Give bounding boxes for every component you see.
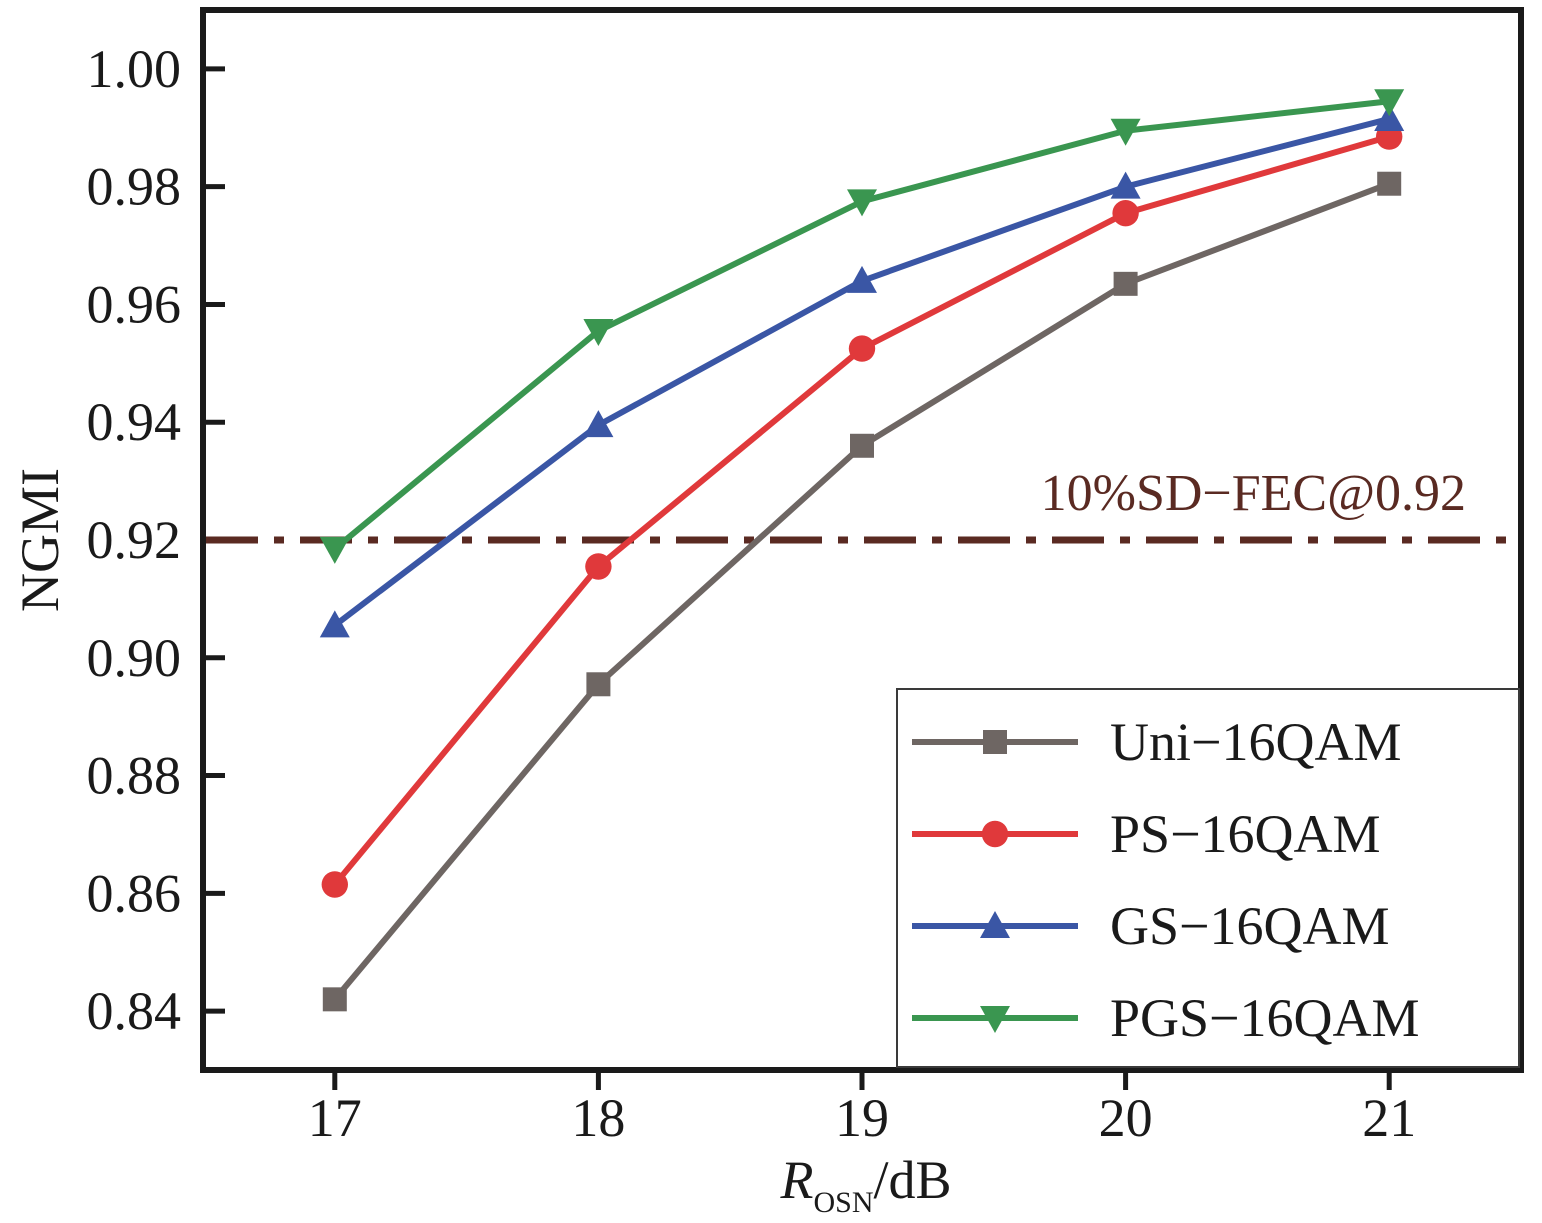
data-point <box>1377 171 1402 196</box>
legend-item: PS−16QAM <box>912 804 1381 864</box>
series-triangle-up <box>319 103 1405 638</box>
data-point <box>319 536 350 564</box>
y-axis-title: NGMI <box>10 468 70 612</box>
y-tick-label: 0.92 <box>87 510 182 570</box>
data-point <box>319 610 350 638</box>
data-point <box>322 987 347 1012</box>
threshold-group: 10%SD−FEC@0.92 <box>206 465 1518 544</box>
x-tick-label: 21 <box>1362 1088 1416 1148</box>
data-point <box>1110 118 1141 146</box>
y-tick-label: 0.84 <box>87 981 182 1041</box>
data-point <box>850 433 874 458</box>
y-tick-label: 0.86 <box>87 863 182 923</box>
series-circle <box>321 123 1403 898</box>
x-axis-title-main: R <box>779 1150 813 1210</box>
y-tick-label: 0.90 <box>87 628 182 688</box>
data-point <box>981 820 1009 848</box>
x-axis-title-sub: OSN <box>813 1186 873 1219</box>
y-tick-label: 0.98 <box>87 157 182 217</box>
data-point <box>583 410 614 438</box>
legend-item: GS−16QAM <box>912 896 1390 956</box>
x-axis-ticks: 17 18 19 20 21 <box>308 1070 1416 1148</box>
x-tick-label: 19 <box>835 1088 889 1148</box>
data-point <box>585 553 612 580</box>
y-tick-label: 0.96 <box>87 274 182 334</box>
legend: Uni−16QAM PS−16QAM GS−16QAM PGS−16QAM <box>896 688 1520 1068</box>
y-tick-label: 0.88 <box>87 746 182 806</box>
data-point <box>583 318 614 346</box>
data-point <box>1113 271 1138 296</box>
x-tick-label: 17 <box>308 1088 362 1148</box>
data-point <box>848 335 876 362</box>
legend-label: Uni−16QAM <box>1110 712 1401 772</box>
data-point <box>321 871 348 898</box>
x-axis-title-unit: /dB <box>873 1150 951 1210</box>
data-point <box>1374 89 1405 117</box>
legend-item: Uni−16QAM <box>912 712 1401 772</box>
y-axis-ticks: 0.84 0.86 0.88 0.90 0.92 0.94 0.96 0.98 1.00 <box>87 39 225 1041</box>
series-triangle-down <box>319 89 1405 564</box>
data-point <box>586 672 611 697</box>
y-tick-label: 1.00 <box>87 39 182 99</box>
legend-label: PS−16QAM <box>1110 804 1381 864</box>
x-tick-label: 18 <box>571 1088 625 1148</box>
x-axis-title: ROSN/dB <box>779 1150 951 1219</box>
legend-item: PGS−16QAM <box>912 988 1420 1048</box>
data-point <box>980 1006 1010 1033</box>
x-tick-label: 20 <box>1099 1088 1153 1148</box>
legend-label: GS−16QAM <box>1110 896 1390 956</box>
data-point <box>983 730 1007 754</box>
series-layer <box>319 89 1405 1012</box>
data-point <box>1112 199 1139 227</box>
y-tick-label: 0.94 <box>87 392 182 452</box>
threshold-label: 10%SD−FEC@0.92 <box>1041 465 1466 522</box>
data-point <box>847 189 877 217</box>
legend-box <box>896 688 1520 1068</box>
legend-label: PGS−16QAM <box>1110 988 1420 1048</box>
series-square <box>322 171 1402 1012</box>
data-point <box>1374 103 1405 131</box>
data-point <box>980 911 1010 938</box>
data-point <box>1110 171 1141 199</box>
data-point <box>847 265 877 293</box>
